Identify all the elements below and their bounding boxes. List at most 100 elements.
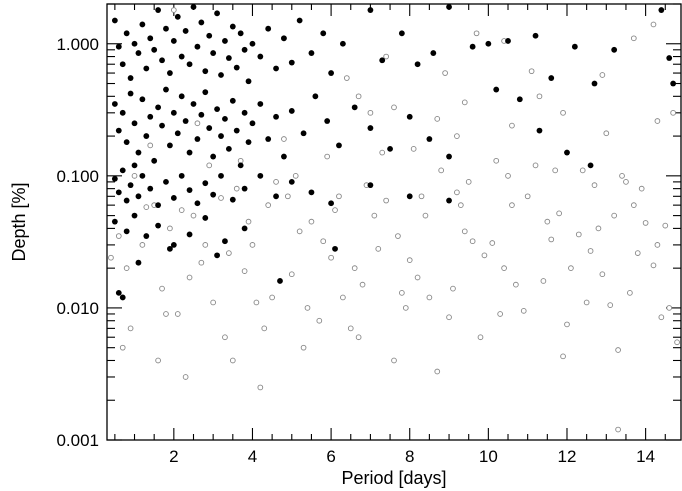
- filled-point: [159, 57, 165, 64]
- open-point: [666, 305, 673, 311]
- open-point: [167, 225, 173, 232]
- filled-point: [237, 162, 244, 169]
- open-point: [332, 207, 338, 213]
- open-point: [634, 250, 641, 256]
- open-point: [513, 281, 519, 288]
- open-point: [155, 357, 161, 364]
- open-point: [123, 265, 130, 272]
- open-point: [383, 197, 389, 204]
- filled-point: [406, 193, 413, 200]
- filled-point: [218, 172, 224, 179]
- open-point: [355, 93, 362, 100]
- open-point: [410, 146, 417, 152]
- filled-point: [151, 157, 158, 164]
- open-point: [174, 311, 181, 317]
- filled-point: [281, 35, 287, 42]
- open-point: [587, 248, 594, 254]
- open-point: [375, 246, 382, 252]
- open-point: [249, 242, 256, 248]
- open-point: [497, 311, 504, 317]
- filled-point: [119, 294, 126, 301]
- filled-point: [493, 86, 500, 93]
- filled-point: [155, 104, 162, 111]
- open-point: [296, 228, 303, 235]
- open-point: [395, 233, 401, 239]
- filled-point: [324, 118, 331, 124]
- filled-point: [186, 61, 193, 68]
- open-point: [229, 357, 236, 364]
- filled-point: [170, 38, 177, 44]
- open-point: [202, 242, 209, 248]
- open-point: [477, 334, 484, 341]
- filled-point: [119, 109, 126, 116]
- open-point: [245, 218, 252, 225]
- filled-point: [225, 55, 232, 61]
- filled-point: [127, 90, 134, 97]
- open-point: [320, 238, 327, 245]
- filled-point: [265, 25, 272, 32]
- filled-point: [446, 197, 452, 204]
- open-point: [367, 109, 374, 116]
- open-point: [509, 122, 515, 129]
- x-tick-label: 4: [248, 447, 257, 466]
- open-point: [599, 271, 606, 278]
- filled-point: [163, 86, 169, 93]
- filled-point: [367, 182, 374, 189]
- x-tick-label: 14: [636, 447, 655, 466]
- filled-point: [308, 50, 315, 56]
- open-point: [143, 204, 150, 210]
- filled-point: [505, 38, 511, 44]
- filled-point: [115, 189, 122, 196]
- open-point: [190, 212, 197, 219]
- open-point: [619, 172, 625, 179]
- open-point: [556, 210, 562, 217]
- filled-point: [241, 46, 248, 53]
- open-point: [402, 305, 409, 311]
- filled-point: [351, 104, 358, 111]
- filled-point: [426, 136, 433, 142]
- open-point: [434, 116, 441, 122]
- filled-point: [143, 65, 150, 72]
- filled-point: [194, 200, 201, 207]
- filled-point: [233, 127, 240, 134]
- filled-point: [367, 125, 374, 131]
- open-point: [548, 236, 555, 243]
- filled-point: [131, 212, 138, 219]
- filled-point: [174, 13, 181, 20]
- open-point: [454, 133, 460, 139]
- filled-point: [249, 120, 256, 127]
- filled-point: [273, 65, 279, 72]
- open-point: [630, 35, 637, 42]
- filled-point: [159, 122, 165, 129]
- filled-point: [367, 7, 374, 13]
- filled-point: [564, 149, 570, 156]
- filled-point: [666, 55, 673, 61]
- x-tick-label: 12: [558, 447, 577, 466]
- open-point: [261, 325, 268, 332]
- filled-point: [387, 145, 393, 152]
- filled-point: [190, 4, 197, 10]
- open-point: [630, 202, 637, 208]
- x-tick-label: 10: [479, 447, 498, 466]
- axis-ticks: [107, 3, 681, 441]
- filled-point: [548, 75, 555, 81]
- filled-point: [288, 59, 295, 66]
- open-point: [218, 195, 224, 201]
- open-point: [343, 75, 350, 81]
- open-point: [568, 265, 574, 272]
- filled-point: [115, 289, 122, 296]
- filled-point: [288, 108, 295, 114]
- filled-point: [202, 89, 209, 96]
- filled-point: [245, 139, 252, 146]
- filled-point: [127, 75, 134, 81]
- open-point: [336, 193, 342, 200]
- open-point: [662, 222, 669, 229]
- filled-point: [398, 30, 405, 37]
- filled-point: [155, 222, 162, 229]
- filled-point: [182, 28, 189, 34]
- data-points: [108, 4, 680, 433]
- open-point: [418, 193, 425, 200]
- open-point: [288, 271, 295, 278]
- open-point: [355, 334, 362, 341]
- open-point: [178, 207, 185, 213]
